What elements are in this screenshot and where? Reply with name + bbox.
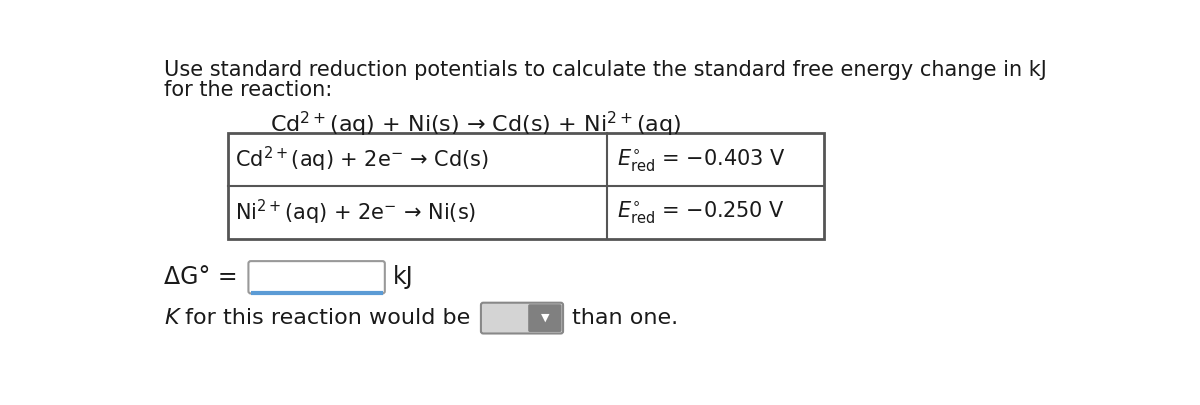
Text: $E^{\circ}_{\mathrm{red}}$ = −0.403 V: $E^{\circ}_{\mathrm{red}}$ = −0.403 V (617, 147, 785, 173)
FancyBboxPatch shape (248, 261, 385, 294)
FancyBboxPatch shape (481, 303, 563, 333)
Text: Use standard reduction potentials to calculate the standard free energy change i: Use standard reduction potentials to cal… (164, 60, 1046, 80)
FancyBboxPatch shape (228, 133, 824, 239)
Text: $K$: $K$ (164, 308, 182, 328)
Text: Ni$^{2+}$(aq) + 2e$^{-}$ → Ni(s): Ni$^{2+}$(aq) + 2e$^{-}$ → Ni(s) (235, 198, 476, 227)
Text: than one.: than one. (571, 308, 678, 328)
Text: $E^{\circ}_{\mathrm{red}}$ = −0.250 V: $E^{\circ}_{\mathrm{red}}$ = −0.250 V (617, 199, 785, 226)
Text: ▼: ▼ (541, 313, 550, 323)
Text: kJ: kJ (394, 265, 414, 289)
Text: for this reaction would be: for this reaction would be (178, 308, 470, 328)
FancyBboxPatch shape (528, 304, 562, 332)
Text: Cd$^{2+}$(aq) + 2e$^{-}$ → Cd(s): Cd$^{2+}$(aq) + 2e$^{-}$ → Cd(s) (235, 145, 490, 174)
Text: Cd$^{2+}$(aq) + Ni(s) → Cd(s) + Ni$^{2+}$(aq): Cd$^{2+}$(aq) + Ni(s) → Cd(s) + Ni$^{2+}… (270, 110, 682, 139)
Text: for the reaction:: for the reaction: (164, 80, 332, 100)
Text: ΔG° =: ΔG° = (164, 265, 238, 289)
